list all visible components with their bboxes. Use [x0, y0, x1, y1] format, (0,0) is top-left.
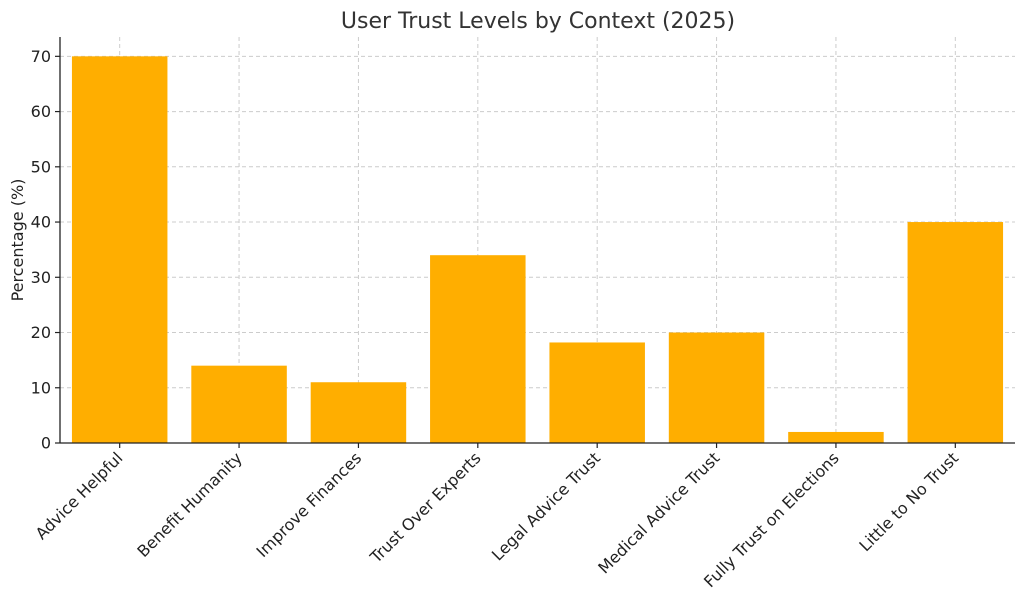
bar-improve-finances	[310, 382, 407, 443]
x-tick-label: Trust Over Experts	[366, 448, 485, 567]
bar-little-to-no-trust	[907, 222, 1004, 443]
y-tick-label: 0	[41, 434, 51, 453]
x-tick-label: Fully Trust on Elections	[700, 448, 843, 591]
y-tick-label: 30	[31, 268, 51, 287]
chart-title: User Trust Levels by Context (2025)	[341, 9, 735, 34]
x-tick-label: Little to No Trust	[855, 448, 962, 555]
bar-benefit-humanity	[191, 365, 287, 443]
x-tick-label: Medical Advice Trust	[594, 448, 723, 577]
y-tick-label: 60	[31, 102, 51, 121]
y-tick-label: 40	[31, 213, 51, 232]
y-tick-label: 50	[31, 157, 51, 176]
y-axis-label: Percentage (%)	[8, 179, 27, 302]
bar-medical-advice-trust	[668, 332, 765, 443]
x-tick-label: Improve Finances	[253, 448, 366, 561]
x-tick-label: Benefit Humanity	[133, 448, 246, 561]
x-tick-label: Legal Advice Trust	[488, 448, 604, 564]
x-tick-label: Advice Helpful	[32, 448, 127, 543]
bar-advice-helpful	[71, 56, 168, 443]
axes	[59, 37, 1015, 444]
y-ticks: 0 10 20 30 40 50 60 70	[31, 47, 60, 453]
y-tick-label: 10	[31, 378, 51, 397]
bar-legal-advice-trust	[549, 342, 645, 443]
bar-fully-trust-on-elections	[788, 431, 884, 443]
y-tick-label: 20	[31, 323, 51, 342]
bar-trust-over-experts	[430, 255, 526, 443]
bars	[71, 56, 1004, 443]
x-ticks: Advice Helpful Benefit Humanity Improve Fi…	[32, 443, 962, 591]
y-tick-label: 70	[31, 47, 51, 66]
